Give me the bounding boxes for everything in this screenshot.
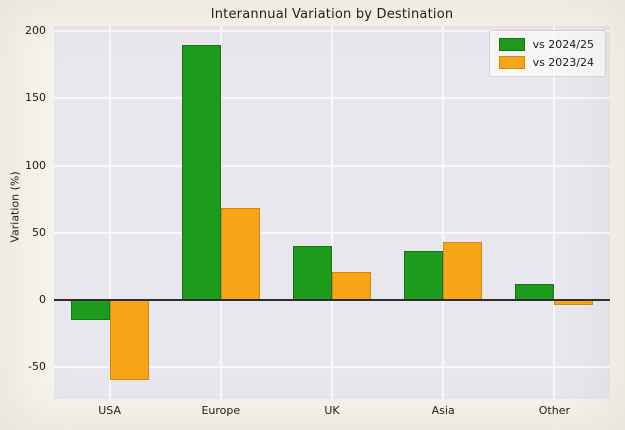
bar-asia-vs-2024-25: [404, 251, 444, 300]
x-tick-label-uk: UK: [324, 404, 340, 417]
x-tick-label-usa: USA: [98, 404, 121, 417]
legend-label-vs-2024-25: vs 2024/25: [532, 38, 594, 51]
legend-label-vs-2023-24: vs 2023/24: [532, 56, 594, 69]
vertical-gridline-usa: [108, 26, 111, 399]
legend-swatch-vs-2024-25: [498, 38, 525, 51]
vertical-gridline-other: [553, 26, 556, 399]
vertical-gridline-uk: [331, 26, 333, 399]
bar-europe-vs-2023-24: [220, 208, 260, 300]
x-tick-label-other: Other: [538, 404, 570, 417]
y-tick-label-0: 0: [39, 292, 46, 306]
legend-swatch-vs-2023-24: [498, 56, 525, 69]
bar-europe-vs-2024-25: [181, 44, 221, 300]
bar-uk-vs-2023-24: [332, 271, 371, 300]
y-tick-label-100: 100: [25, 158, 46, 172]
bar-asia-vs-2023-24: [443, 242, 483, 300]
x-tick-label-asia: Asia: [431, 404, 455, 417]
y-tick-label--50: -50: [28, 359, 46, 373]
legend-item-vs-2024-25: vs 2024/25: [498, 38, 594, 51]
bar-usa-vs-2023-24: [109, 299, 149, 381]
y-tick-label-200: 200: [25, 24, 46, 38]
zero-axis-line: [54, 298, 610, 301]
legend-item-vs-2023-24: vs 2023/24: [498, 56, 594, 69]
bar-usa-vs-2024-25: [70, 299, 110, 320]
vertical-gridline-asia: [442, 26, 445, 399]
x-tick-label-europe: Europe: [201, 404, 241, 417]
chart-title: Interannual Variation by Destination: [210, 7, 454, 22]
plot-area: vs 2024/25 vs 2023/24: [54, 26, 610, 399]
y-tick-label-150: 150: [25, 91, 46, 105]
legend: vs 2024/25 vs 2023/24: [488, 30, 606, 77]
bar-other-vs-2024-25: [515, 283, 555, 300]
bar-uk-vs-2024-25: [293, 246, 332, 300]
y-tick-label-50: 50: [32, 225, 46, 239]
